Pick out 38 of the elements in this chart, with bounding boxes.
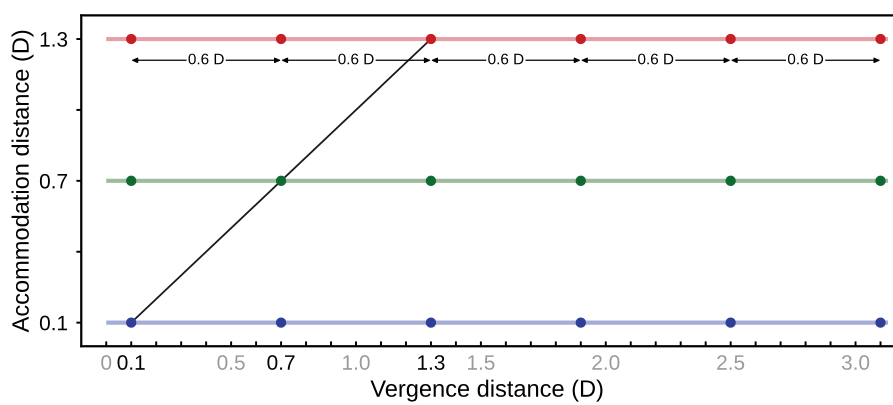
point <box>426 34 436 44</box>
point <box>126 176 136 186</box>
x-tick-label: 0.7 <box>267 355 295 370</box>
point <box>276 176 286 186</box>
annotation: 0.6 D <box>488 54 524 64</box>
annotation: 0.6 D <box>188 54 224 64</box>
x-axis-title: Vergence distance (D) <box>370 380 602 402</box>
x-tick-label: 1.5 <box>468 355 494 370</box>
point <box>576 317 586 328</box>
point <box>726 317 736 328</box>
point <box>875 176 886 186</box>
y-tick-label: 0.7 <box>40 174 68 189</box>
point <box>576 34 586 44</box>
x-tick-label: 1.3 <box>418 355 444 370</box>
y-axis-title: Accommodation distance (D) <box>12 30 34 332</box>
point <box>276 317 286 328</box>
x-tick-label: 2.0 <box>592 355 620 370</box>
point <box>126 317 136 328</box>
point <box>426 317 436 328</box>
point <box>875 317 886 328</box>
point <box>126 34 136 44</box>
annotation: 0.6 D <box>638 54 674 64</box>
y-tick-label: 0.1 <box>40 316 68 330</box>
point <box>426 176 436 186</box>
x-tick-label: 0 <box>101 355 112 370</box>
point <box>276 34 286 44</box>
x-tick-label: 2.5 <box>717 355 744 370</box>
annotation: 0.6 D <box>338 54 374 64</box>
x-tick-label: 0.1 <box>118 355 145 370</box>
point <box>726 34 736 44</box>
x-tick-label: 1.0 <box>343 355 370 370</box>
y-tick-label: 1.3 <box>40 32 68 47</box>
point <box>726 176 736 186</box>
point <box>875 34 886 44</box>
x-tick-label: 3.0 <box>842 355 870 370</box>
x-tick-label: 0.5 <box>217 355 245 370</box>
annotation: 0.6 D <box>788 54 824 64</box>
point <box>576 176 586 186</box>
